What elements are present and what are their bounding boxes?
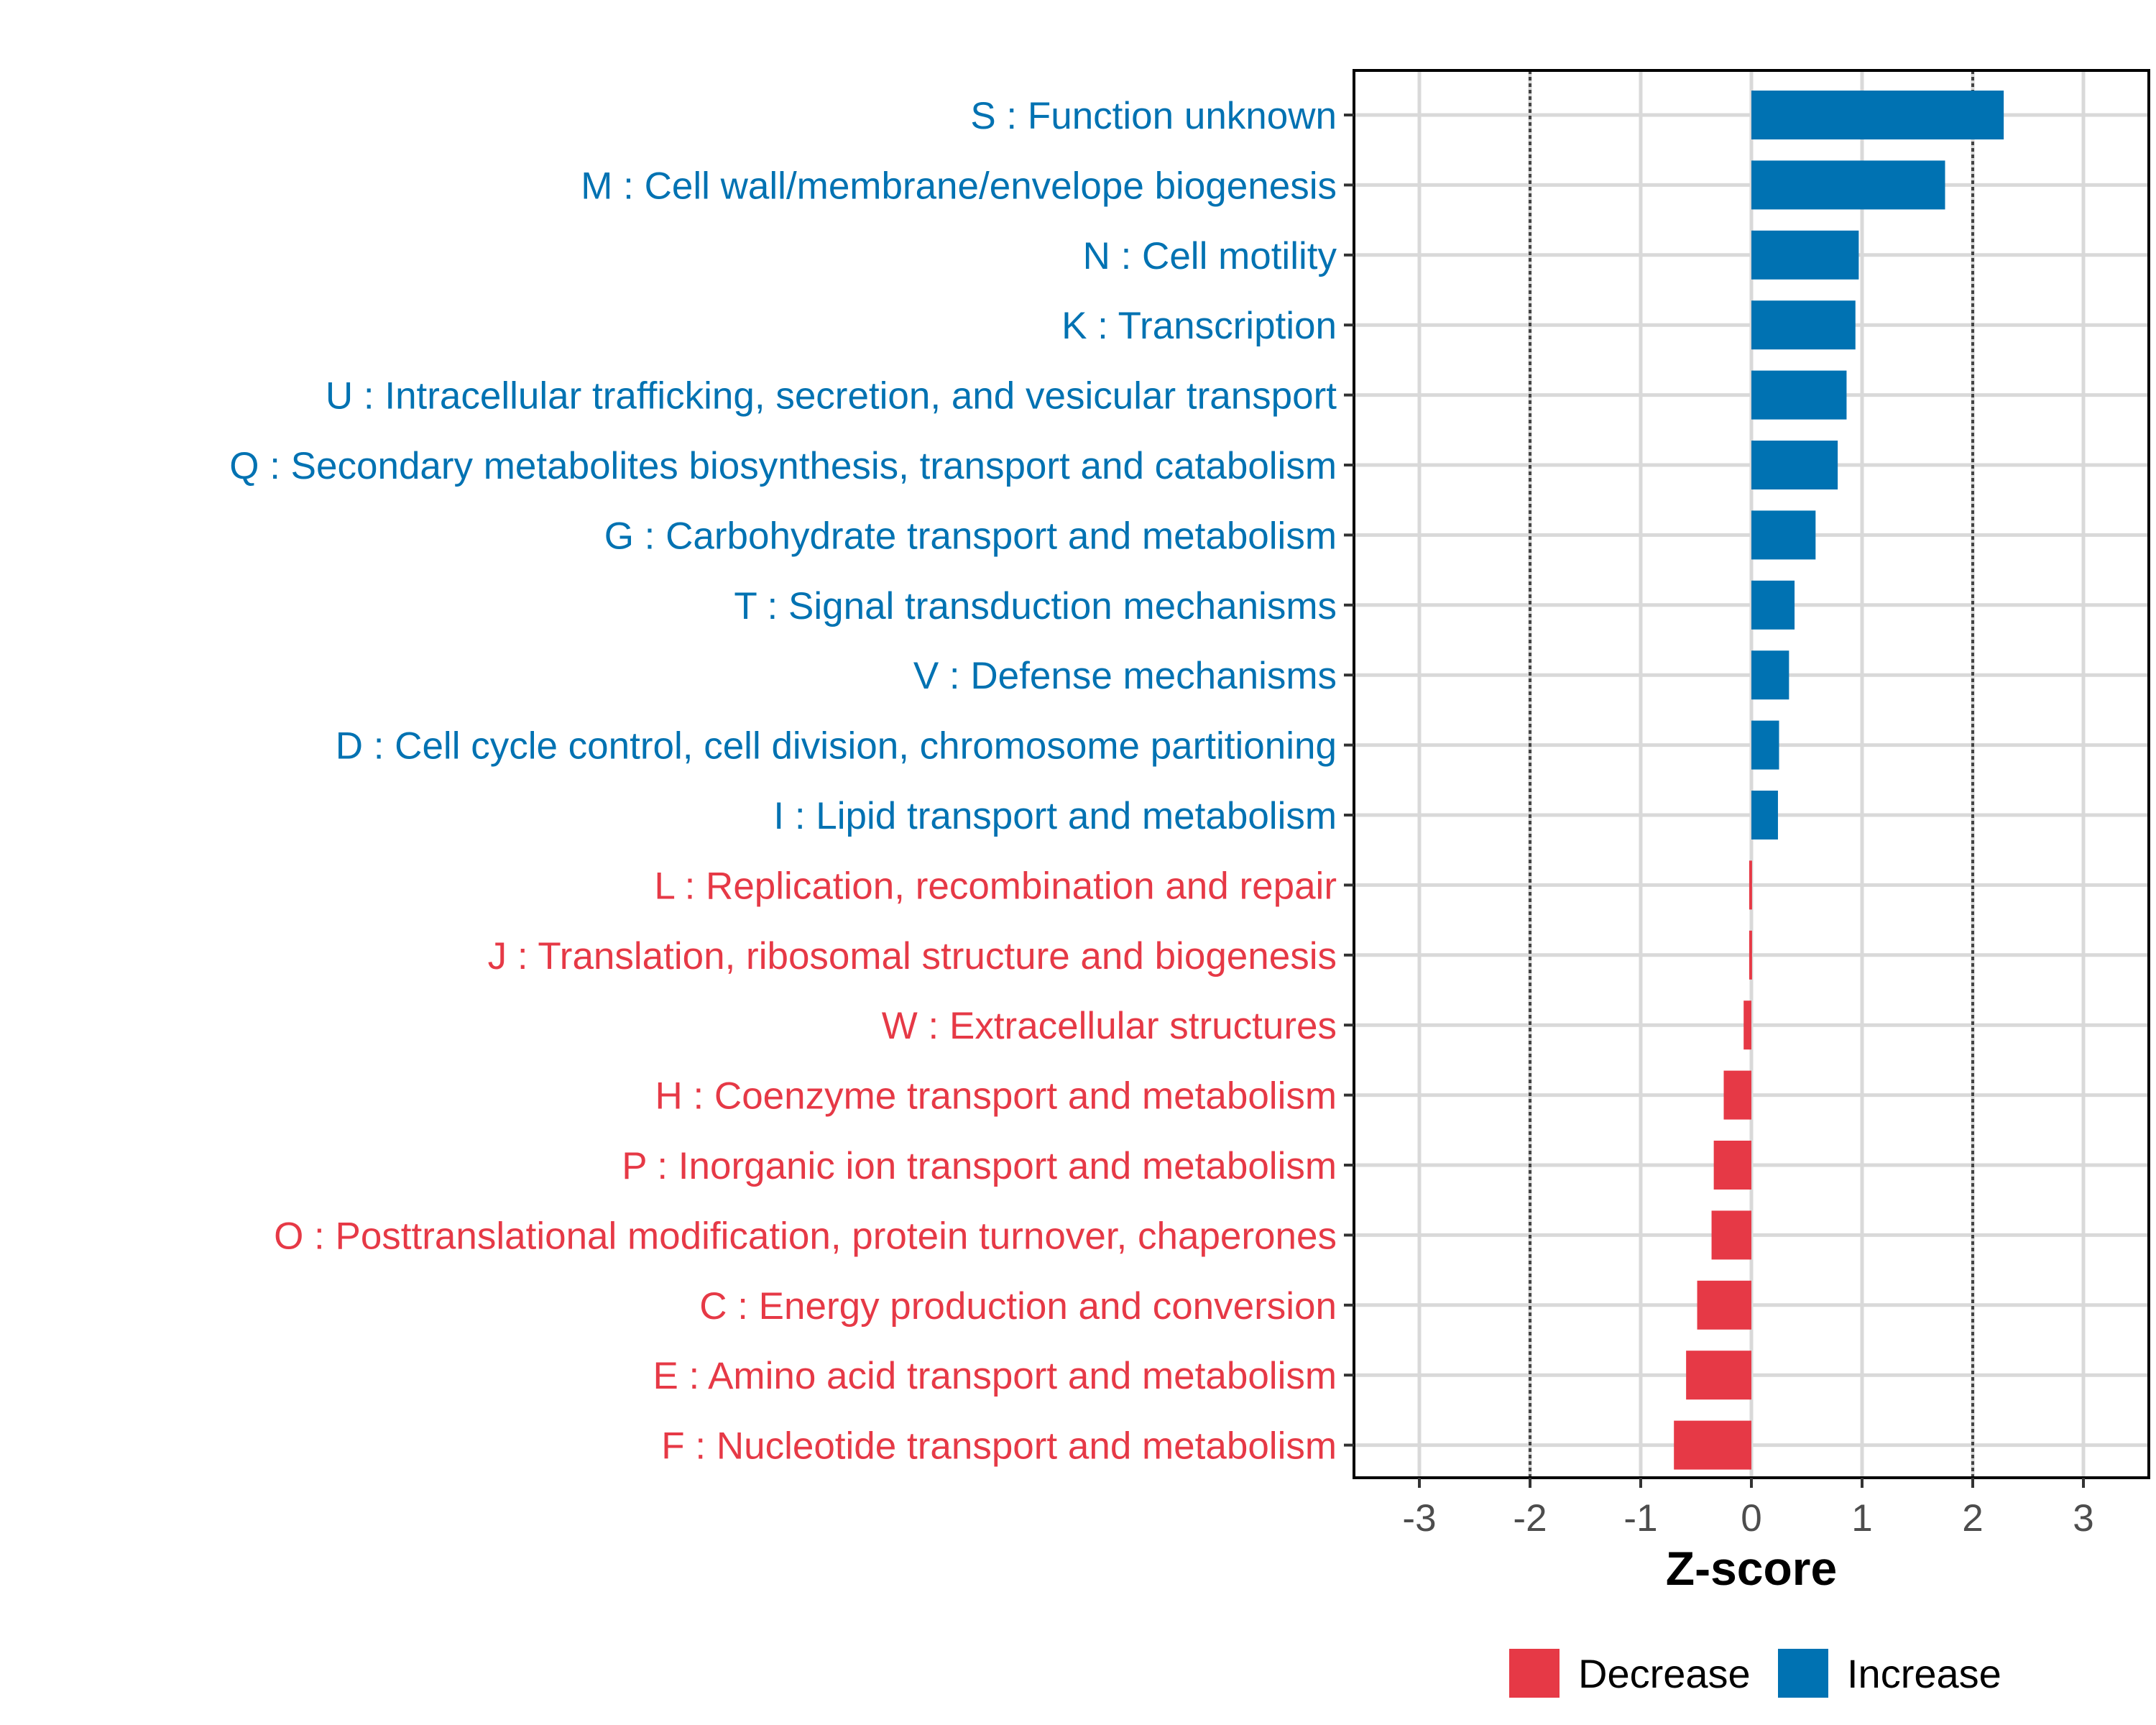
bar-increase bbox=[1751, 650, 1789, 700]
category-label: J : Translation, ribosomal structure and… bbox=[488, 935, 1337, 978]
category-label: G : Carbohydrate transport and metabolis… bbox=[604, 515, 1337, 557]
legend-label-increase: Increase bbox=[1847, 1651, 2001, 1696]
bar-increase bbox=[1751, 300, 1856, 350]
x-tick-label: -2 bbox=[1513, 1497, 1547, 1540]
bar-decrease bbox=[1711, 1210, 1751, 1260]
bar-increase bbox=[1751, 720, 1779, 770]
x-tick-label: 2 bbox=[1962, 1497, 1983, 1540]
bar-decrease bbox=[1749, 930, 1752, 980]
category-label: N : Cell motility bbox=[1083, 235, 1337, 277]
bar-decrease bbox=[1697, 1280, 1751, 1330]
bar-increase bbox=[1751, 510, 1816, 560]
category-label: W : Extracellular structures bbox=[882, 1005, 1337, 1047]
bar-increase bbox=[1751, 230, 1859, 280]
category-label: Q : Secondary metabolites biosynthesis, … bbox=[229, 445, 1337, 487]
bar-increase bbox=[1751, 160, 1945, 210]
legend-label-decrease: Decrease bbox=[1578, 1651, 1751, 1696]
category-label: T : Signal transduction mechanisms bbox=[734, 585, 1337, 627]
x-axis-tick-labels: -3 -2 -1 0 1 2 3 bbox=[1402, 1497, 2093, 1540]
category-label: C : Energy production and conversion bbox=[699, 1285, 1337, 1328]
x-axis-ticks bbox=[1418, 1478, 2085, 1488]
category-label: H : Coenzyme transport and metabolism bbox=[655, 1075, 1337, 1118]
legend: Decrease Increase bbox=[1509, 1649, 2001, 1698]
category-label: I : Lipid transport and metabolism bbox=[773, 795, 1337, 837]
x-tick-label: -3 bbox=[1402, 1497, 1436, 1540]
legend-swatch-decrease bbox=[1509, 1649, 1560, 1698]
bar-decrease bbox=[1723, 1070, 1751, 1120]
category-label: L : Replication, recombination and repai… bbox=[654, 865, 1337, 907]
bar-decrease bbox=[1674, 1420, 1751, 1470]
category-label: E : Amino acid transport and metabolism bbox=[653, 1355, 1337, 1397]
legend-swatch-increase bbox=[1778, 1649, 1828, 1698]
x-tick-label: 0 bbox=[1741, 1497, 1761, 1540]
category-label: S : Function unknown bbox=[970, 95, 1337, 137]
y-axis-ticks bbox=[1344, 114, 1354, 1447]
y-axis-category-labels: S : Function unknown M : Cell wall/membra… bbox=[229, 95, 1337, 1468]
bar-increase bbox=[1751, 370, 1847, 420]
x-tick-label: 1 bbox=[1851, 1497, 1872, 1540]
bar-decrease bbox=[1713, 1141, 1751, 1190]
bar-increase bbox=[1751, 441, 1838, 489]
bars bbox=[1674, 91, 2004, 1470]
category-label: D : Cell cycle control, cell division, c… bbox=[336, 725, 1337, 768]
bar-decrease bbox=[1743, 1000, 1751, 1050]
bar-decrease bbox=[1686, 1351, 1751, 1400]
category-label: K : Transcription bbox=[1061, 305, 1337, 347]
bar-increase bbox=[1751, 580, 1795, 630]
category-label: U : Intracellular trafficking, secretion… bbox=[326, 375, 1337, 418]
x-axis-title: Z-score bbox=[1666, 1542, 1837, 1595]
category-label: F : Nucleotide transport and metabolism bbox=[661, 1425, 1337, 1468]
reference-lines bbox=[1529, 70, 1974, 1478]
x-tick-label: -1 bbox=[1623, 1497, 1657, 1540]
x-tick-label: 3 bbox=[2073, 1497, 2093, 1540]
category-label: P : Inorganic ion transport and metaboli… bbox=[622, 1145, 1337, 1187]
category-label: V : Defense mechanisms bbox=[913, 655, 1337, 697]
bar-decrease bbox=[1749, 860, 1752, 910]
bar-increase bbox=[1751, 91, 2004, 139]
category-label: M : Cell wall/membrane/envelope biogenes… bbox=[581, 165, 1337, 207]
category-label: O : Posttranslational modification, prot… bbox=[274, 1215, 1337, 1257]
bar-increase bbox=[1751, 791, 1778, 840]
